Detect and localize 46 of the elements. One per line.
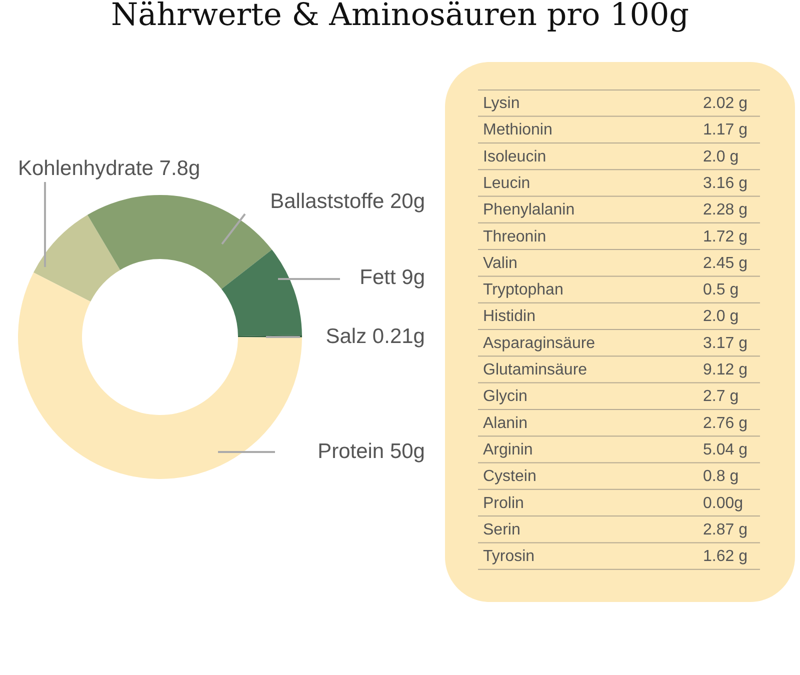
category-label: Valin: [483, 254, 518, 272]
text: 9.12 g: [703, 362, 748, 378]
donut-slice: [33, 214, 120, 302]
slice-label: Fett 9g: [360, 266, 425, 289]
text: 2.76 g: [703, 414, 748, 432]
text: 5.04 g: [703, 441, 748, 458]
category-label: Leucin: [483, 174, 530, 192]
donut-slice: [87, 195, 272, 289]
text: 2.28 g: [703, 202, 748, 219]
text: 2.02 g: [703, 95, 748, 112]
category-label: Histidin: [483, 308, 536, 326]
slice-label: Ballaststoffe 20g: [270, 190, 425, 213]
category-label: Phenylalanin: [483, 202, 575, 219]
text: 0.8 g: [703, 468, 739, 486]
category-label: Threonin: [483, 228, 546, 246]
category-label: Lysin: [483, 95, 520, 112]
text: 1.62 g: [703, 548, 748, 566]
category-label: Glutaminsäure: [483, 362, 588, 378]
donut-slice: [221, 250, 302, 336]
text: 3.16 g: [703, 174, 748, 192]
category-label: Arginin: [483, 441, 533, 458]
slice-label: Kohlenhydrate 7.8g: [18, 157, 200, 180]
text: 1.17 g: [703, 122, 748, 139]
text: 0.00g: [703, 494, 744, 512]
text: 0.5 g: [703, 282, 739, 299]
category-label: Serin: [483, 521, 520, 538]
category-label: Methionin: [483, 122, 552, 139]
chart-title: Nährwerte & Aminosäuren pro 100g: [110, 0, 690, 33]
text: 2.87 g: [703, 521, 748, 538]
slice-label: Protein 50g: [318, 440, 425, 463]
category-label: Alanin: [483, 414, 528, 432]
category-label: Asparaginsäure: [483, 334, 596, 352]
category-label: Isoleucin: [483, 148, 546, 166]
slice-label: Salz 0.21g: [326, 325, 425, 348]
text: 2.0 g: [703, 148, 739, 166]
category-label: Prolin: [483, 494, 524, 512]
text: 3.17 g: [703, 334, 748, 352]
category-label: Glycin: [483, 388, 528, 406]
text: 2.45 g: [703, 254, 748, 272]
category-label: Tryptophan: [483, 282, 564, 299]
category-label: Tyrosin: [483, 548, 535, 566]
donut-slice: [18, 272, 302, 479]
text: 2.0 g: [703, 308, 739, 326]
text: 2.7 g: [703, 388, 739, 406]
category-label: Cystein: [483, 468, 536, 486]
text: 1.72 g: [703, 228, 748, 246]
